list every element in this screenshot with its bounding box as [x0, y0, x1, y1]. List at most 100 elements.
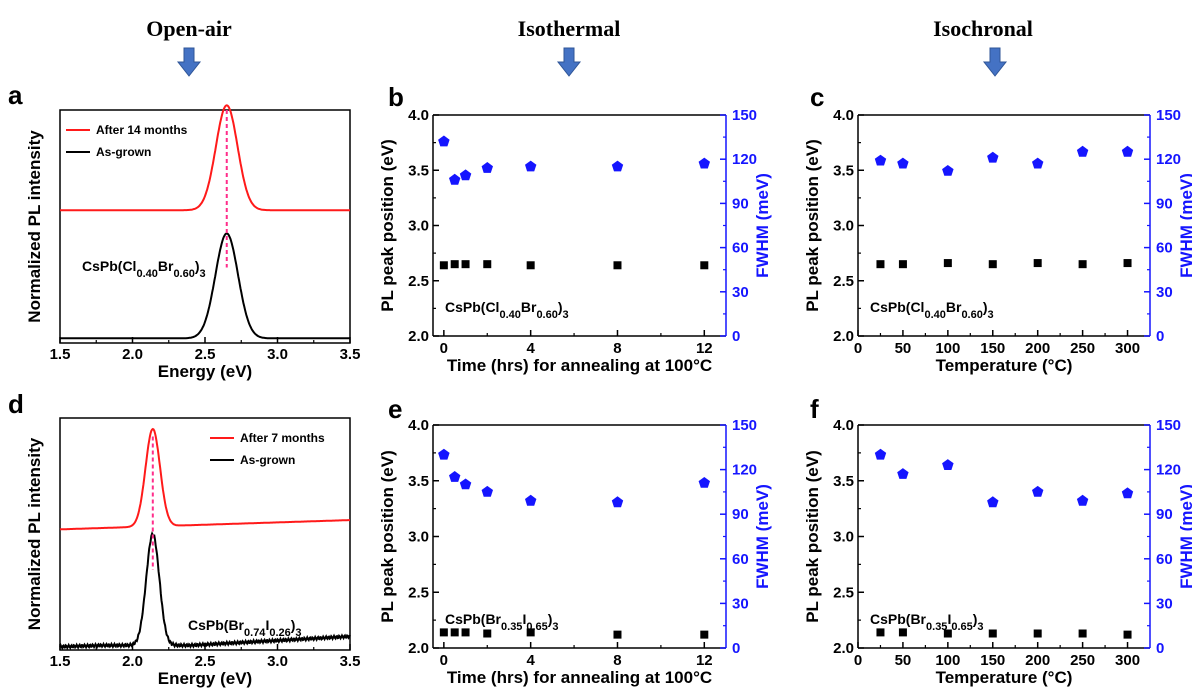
- peak-position-point: [898, 628, 907, 637]
- peak-position-point: [450, 260, 459, 269]
- y2-tick-label: 150: [732, 417, 757, 434]
- y-tick-label: 2.0: [408, 328, 429, 345]
- x-tick-label: 2.5: [195, 346, 216, 363]
- composition-annotation: CsPb(Cl0.40Br0.60)3: [870, 299, 994, 321]
- composition-annotation: CsPb(Cl0.40Br0.60)3: [82, 258, 206, 280]
- x-axis-label: Energy (eV): [158, 669, 252, 688]
- fwhm-point: [481, 162, 493, 173]
- peak-position-point: [943, 629, 952, 638]
- peak-position-point: [526, 628, 535, 637]
- y2-tick-label: 30: [1156, 595, 1173, 612]
- y2-tick-label: 0: [1156, 640, 1164, 657]
- y-tick-label: 3.5: [408, 162, 429, 179]
- y-axis-label: PL peak position (eV): [378, 139, 397, 312]
- x-tick-label: 0: [854, 652, 862, 669]
- panel-c: c 2.0 2.5 3.0 3.5 4.0 0 30 60 90 120 150 0 50 100 150 20…: [803, 82, 1192, 375]
- fwhm-point: [1121, 145, 1134, 157]
- y-tick-label: 2.5: [408, 273, 429, 290]
- x-axis-label: Time (hrs) for annealing at 100°C: [447, 356, 712, 375]
- panel-a: a 1.5 2.0 2.5 3.0 3.5 Energy (eV) Normalized PL…: [8, 80, 360, 381]
- peak-position-point: [876, 628, 885, 637]
- y2-axis-label: FWHM (meV): [1177, 173, 1192, 278]
- y-tick-label: 3.5: [408, 473, 429, 490]
- x-tick-label: 8: [613, 340, 621, 357]
- x-tick-label: 8: [613, 652, 621, 669]
- x-tick-label: 1.5: [50, 346, 71, 363]
- y-axis-label: PL peak position (eV): [803, 139, 822, 312]
- y-tick-label: 2.5: [833, 584, 854, 601]
- peak-position-point: [1123, 259, 1132, 268]
- peak-position-point: [439, 261, 448, 270]
- peak-position-point: [1033, 259, 1042, 268]
- fwhm-point: [611, 496, 624, 508]
- x-tick-label: 2.0: [122, 653, 143, 670]
- y2-axis-label: FWHM (meV): [753, 173, 772, 278]
- fwhm-point: [698, 157, 710, 169]
- y2-axis-label: FWHM (meV): [753, 484, 772, 589]
- fwhm-point: [438, 448, 450, 460]
- y2-tick-label: 0: [732, 640, 740, 657]
- panel-label: f: [810, 394, 819, 424]
- fwhm-point: [459, 478, 472, 490]
- x-tick-label: 200: [1025, 652, 1050, 669]
- y-axis-label: Normalized PL intensity: [25, 130, 44, 323]
- x-tick-label: 0: [440, 340, 448, 357]
- peak-position-point: [483, 260, 492, 269]
- fwhm-point: [611, 160, 624, 172]
- y2-tick-label: 90: [732, 506, 749, 523]
- x-tick-label: 3.0: [267, 653, 288, 670]
- y2-tick-label: 30: [732, 284, 749, 301]
- fwhm-point: [1076, 145, 1089, 157]
- fwhm-point: [942, 165, 954, 176]
- y2-tick-label: 0: [732, 328, 740, 345]
- y2-tick-label: 90: [732, 195, 749, 212]
- x-axis-label: Temperature (°C): [936, 668, 1073, 687]
- fwhm-point: [525, 160, 537, 172]
- peak-position-point: [700, 261, 709, 270]
- y-tick-label: 2.0: [833, 640, 854, 657]
- peak-position-point: [898, 260, 907, 269]
- down-arrow-icon: [176, 47, 202, 77]
- y2-tick-label: 120: [1156, 462, 1181, 479]
- x-tick-label: 12: [696, 340, 713, 357]
- y2-tick-label: 60: [732, 240, 749, 257]
- x-axis-label: Time (hrs) for annealing at 100°C: [447, 668, 712, 687]
- fwhm-point: [987, 151, 999, 163]
- fwhm-point: [438, 135, 450, 147]
- peak-position-point: [876, 260, 885, 269]
- x-tick-label: 200: [1025, 340, 1050, 357]
- panel-label: b: [388, 82, 404, 112]
- y-tick-label: 4.0: [408, 417, 429, 434]
- legend-label: As-grown: [96, 145, 151, 159]
- x-axis-label: Energy (eV): [158, 362, 252, 381]
- x-tick-label: 100: [935, 340, 960, 357]
- y-axis-label: PL peak position (eV): [803, 450, 822, 623]
- series-line-as-grown: [60, 232, 350, 340]
- x-tick-label: 2.5: [195, 653, 216, 670]
- fwhm-point: [942, 459, 954, 470]
- y2-tick-label: 90: [1156, 506, 1173, 523]
- fwhm-point: [525, 494, 537, 506]
- x-tick-label: 2.0: [122, 346, 143, 363]
- composition-annotation: CsPb(Br0.35I0.65)3: [445, 611, 559, 633]
- column-title-isochronal: Isochronal: [933, 16, 1033, 41]
- y2-tick-label: 150: [732, 107, 757, 124]
- x-tick-label: 300: [1115, 340, 1140, 357]
- y-tick-label: 3.0: [408, 529, 429, 546]
- x-tick-label: 250: [1070, 652, 1095, 669]
- peak-position-point: [461, 628, 470, 637]
- y-tick-label: 4.0: [833, 107, 854, 124]
- x-tick-label: 3.0: [267, 346, 288, 363]
- y2-tick-label: 0: [1156, 328, 1164, 345]
- column-title-open-air: Open-air: [146, 16, 232, 41]
- x-tick-label: 3.5: [340, 653, 361, 670]
- series-line-aged: [60, 104, 350, 212]
- fwhm-point: [874, 154, 887, 166]
- y-tick-label: 3.5: [833, 162, 854, 179]
- fwhm-point: [1076, 494, 1089, 506]
- y2-tick-label: 30: [1156, 284, 1173, 301]
- fwhm-point: [449, 173, 461, 185]
- composition-annotation: CsPb(Br0.74I0.26)3: [188, 617, 302, 639]
- y2-tick-label: 30: [732, 595, 749, 612]
